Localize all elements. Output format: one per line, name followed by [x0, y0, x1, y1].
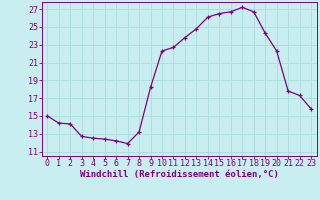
- X-axis label: Windchill (Refroidissement éolien,°C): Windchill (Refroidissement éolien,°C): [80, 170, 279, 179]
